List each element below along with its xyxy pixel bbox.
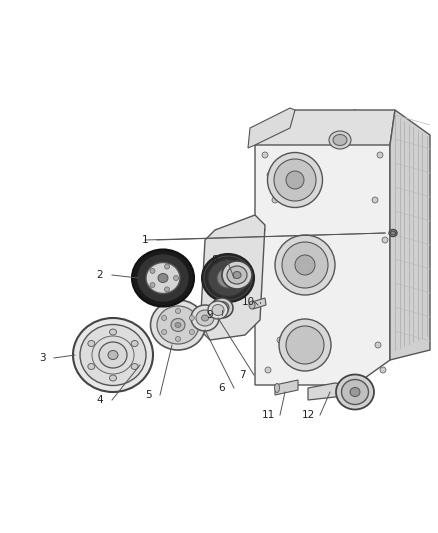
Ellipse shape xyxy=(73,318,153,392)
Ellipse shape xyxy=(268,152,322,207)
Ellipse shape xyxy=(223,273,233,282)
Ellipse shape xyxy=(375,342,381,348)
Ellipse shape xyxy=(157,306,199,344)
Polygon shape xyxy=(255,110,395,145)
Ellipse shape xyxy=(272,197,278,203)
Ellipse shape xyxy=(138,255,188,301)
Ellipse shape xyxy=(350,387,360,397)
Ellipse shape xyxy=(377,152,383,158)
Ellipse shape xyxy=(208,301,228,319)
Text: 7: 7 xyxy=(239,370,245,380)
Ellipse shape xyxy=(274,159,316,201)
Ellipse shape xyxy=(151,300,205,350)
Ellipse shape xyxy=(233,271,241,279)
Text: 3: 3 xyxy=(39,353,45,363)
Ellipse shape xyxy=(80,325,146,385)
Text: 11: 11 xyxy=(261,410,275,420)
Ellipse shape xyxy=(131,341,138,346)
Polygon shape xyxy=(252,298,266,309)
Ellipse shape xyxy=(162,316,166,320)
Ellipse shape xyxy=(110,329,117,335)
Polygon shape xyxy=(255,110,390,385)
Ellipse shape xyxy=(211,298,233,318)
Ellipse shape xyxy=(131,364,138,369)
Ellipse shape xyxy=(175,322,181,327)
Ellipse shape xyxy=(132,249,194,306)
Ellipse shape xyxy=(212,304,224,316)
Ellipse shape xyxy=(176,309,180,313)
Text: 5: 5 xyxy=(145,390,151,400)
Ellipse shape xyxy=(342,379,368,405)
Ellipse shape xyxy=(191,305,219,331)
Ellipse shape xyxy=(336,375,374,409)
Ellipse shape xyxy=(146,262,180,294)
Ellipse shape xyxy=(171,319,185,332)
Ellipse shape xyxy=(275,235,335,295)
Ellipse shape xyxy=(108,351,118,359)
Ellipse shape xyxy=(279,319,331,371)
Ellipse shape xyxy=(165,287,170,292)
Ellipse shape xyxy=(150,282,155,287)
Text: 9: 9 xyxy=(207,310,213,320)
Ellipse shape xyxy=(259,227,265,233)
Ellipse shape xyxy=(275,384,279,392)
Ellipse shape xyxy=(196,310,214,326)
Ellipse shape xyxy=(382,237,388,243)
Ellipse shape xyxy=(227,266,247,284)
Ellipse shape xyxy=(286,326,324,364)
Ellipse shape xyxy=(162,329,166,335)
Polygon shape xyxy=(248,108,295,148)
Ellipse shape xyxy=(201,315,208,321)
Text: 10: 10 xyxy=(241,297,254,307)
Ellipse shape xyxy=(158,273,168,282)
Text: 6: 6 xyxy=(219,383,225,393)
Text: 4: 4 xyxy=(97,395,103,405)
Ellipse shape xyxy=(333,134,347,146)
Ellipse shape xyxy=(282,242,328,288)
Ellipse shape xyxy=(329,131,351,149)
Text: 2: 2 xyxy=(97,270,103,280)
Ellipse shape xyxy=(215,302,229,314)
Ellipse shape xyxy=(372,197,378,203)
Polygon shape xyxy=(275,380,298,395)
Ellipse shape xyxy=(389,230,397,237)
Ellipse shape xyxy=(202,254,254,302)
Ellipse shape xyxy=(262,152,268,158)
Ellipse shape xyxy=(88,341,95,346)
Ellipse shape xyxy=(265,367,271,373)
Ellipse shape xyxy=(99,342,127,368)
Ellipse shape xyxy=(249,301,255,309)
Ellipse shape xyxy=(277,337,283,343)
Ellipse shape xyxy=(189,329,194,335)
Ellipse shape xyxy=(219,305,225,311)
Ellipse shape xyxy=(380,367,386,373)
Polygon shape xyxy=(200,215,265,340)
Ellipse shape xyxy=(165,264,170,269)
Ellipse shape xyxy=(286,171,304,189)
Polygon shape xyxy=(308,383,350,400)
Ellipse shape xyxy=(267,172,273,178)
Ellipse shape xyxy=(208,260,248,296)
Polygon shape xyxy=(390,110,430,360)
Ellipse shape xyxy=(150,269,155,273)
Text: 8: 8 xyxy=(212,255,218,265)
Text: 1: 1 xyxy=(141,235,148,245)
Text: 12: 12 xyxy=(301,410,314,420)
Ellipse shape xyxy=(176,336,180,342)
Ellipse shape xyxy=(173,276,179,280)
Ellipse shape xyxy=(88,364,95,369)
Ellipse shape xyxy=(222,261,252,289)
Ellipse shape xyxy=(110,375,117,381)
Ellipse shape xyxy=(189,316,194,320)
Ellipse shape xyxy=(295,255,315,275)
Ellipse shape xyxy=(217,268,239,288)
Ellipse shape xyxy=(391,231,396,235)
